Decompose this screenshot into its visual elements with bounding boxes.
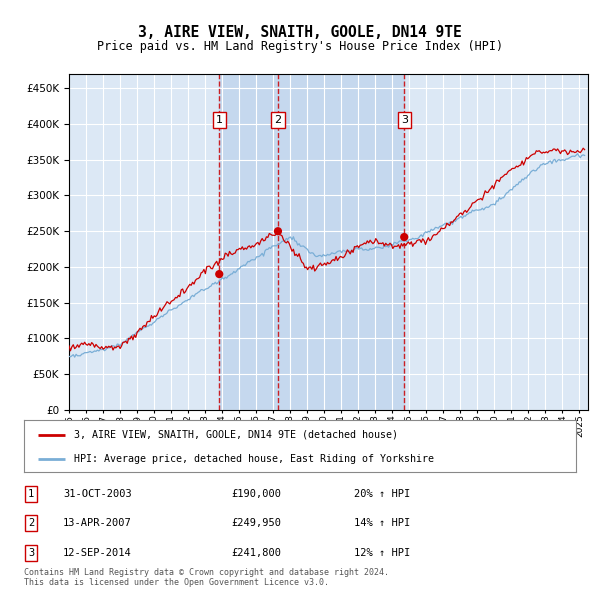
Text: 1: 1: [216, 115, 223, 125]
Text: 3, AIRE VIEW, SNAITH, GOOLE, DN14 9TE: 3, AIRE VIEW, SNAITH, GOOLE, DN14 9TE: [138, 25, 462, 40]
Bar: [219, 74, 278, 410]
Point: [400, 232, 409, 242]
Text: 3: 3: [401, 115, 408, 125]
Text: 12-SEP-2014: 12-SEP-2014: [63, 548, 132, 558]
Text: 1: 1: [28, 489, 34, 499]
Text: 20% ↑ HPI: 20% ↑ HPI: [354, 489, 410, 499]
Text: £190,000: £190,000: [231, 489, 281, 499]
Text: £249,950: £249,950: [231, 519, 281, 528]
Text: HPI: Average price, detached house, East Riding of Yorkshire: HPI: Average price, detached house, East…: [74, 454, 434, 464]
Text: 2: 2: [274, 115, 281, 125]
Text: 3: 3: [28, 548, 34, 558]
Text: Price paid vs. HM Land Registry's House Price Index (HPI): Price paid vs. HM Land Registry's House …: [97, 40, 503, 53]
Text: 14% ↑ HPI: 14% ↑ HPI: [354, 519, 410, 528]
Point: [273, 227, 283, 236]
Text: 13-APR-2007: 13-APR-2007: [63, 519, 132, 528]
Text: 12% ↑ HPI: 12% ↑ HPI: [354, 548, 410, 558]
Bar: [278, 74, 404, 410]
Text: 2: 2: [28, 519, 34, 528]
Text: £241,800: £241,800: [231, 548, 281, 558]
Text: 31-OCT-2003: 31-OCT-2003: [63, 489, 132, 499]
Text: Contains HM Land Registry data © Crown copyright and database right 2024.: Contains HM Land Registry data © Crown c…: [24, 568, 389, 577]
Text: This data is licensed under the Open Government Licence v3.0.: This data is licensed under the Open Gov…: [24, 578, 329, 587]
Point: [214, 270, 224, 279]
Text: 3, AIRE VIEW, SNAITH, GOOLE, DN14 9TE (detached house): 3, AIRE VIEW, SNAITH, GOOLE, DN14 9TE (d…: [74, 430, 398, 440]
